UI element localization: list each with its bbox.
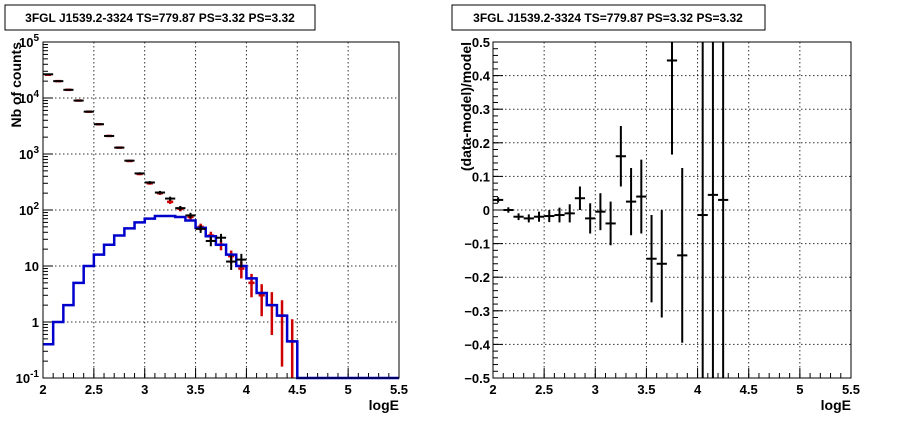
- counts-y-tick-label: 10: [25, 259, 39, 274]
- counts-series: [43, 73, 399, 380]
- residual-series: [493, 42, 729, 378]
- counts-y-tick-base: 10: [19, 91, 33, 106]
- residual-x-tick-label: 4.5: [740, 382, 758, 397]
- residual-y-tick-label: 0.5: [472, 35, 490, 50]
- counts-x-axis-title: logE: [369, 397, 399, 413]
- counts-y-tick-exponent: -1: [30, 369, 39, 380]
- residual-y-tick-label: −0.5: [464, 371, 490, 386]
- counts-y-tick-label: 1: [32, 315, 39, 330]
- counts-x-tick-label: 5.5: [390, 382, 408, 397]
- residual-x-tick-label: 2: [489, 382, 496, 397]
- counts-grid: [43, 42, 399, 378]
- counts-y-tick-base: 10: [19, 35, 33, 50]
- counts-y-tick-label: 10-1: [16, 369, 40, 386]
- residual-y-axis-title: (data-model)/model: [458, 42, 474, 171]
- residual-y-tick-label: 0.3: [472, 102, 490, 117]
- residual-y-tick-label: 0.2: [472, 136, 490, 151]
- residual-x-tick-label: 3: [592, 382, 599, 397]
- counts-y-tick-label: 103: [19, 145, 39, 162]
- counts-x-tick-label: 2.5: [85, 382, 103, 397]
- counts-y-tick-base: 10: [19, 147, 33, 162]
- residual-x-tick-label: 3.5: [637, 382, 655, 397]
- counts-y-axis-title: Nb of counts: [8, 42, 24, 128]
- residual-y-tick-label: −0.3: [464, 304, 490, 319]
- counts-title-box: [4, 4, 316, 31]
- counts-y-tick-label: 102: [19, 201, 39, 218]
- residual-y-tick-label: 0.1: [472, 169, 490, 184]
- counts-x-tick-label: 3.5: [187, 382, 205, 397]
- residual-y-tick-label: −0.4: [464, 337, 490, 352]
- counts-y-tick-label: 104: [19, 89, 39, 106]
- residual-y-tick-label: −0.1: [464, 237, 490, 252]
- counts-y-tick-exponent: 5: [33, 33, 39, 44]
- counts-x-tick-label: 4: [243, 382, 251, 397]
- residual-y-tick-label: 0.4: [472, 69, 491, 84]
- counts-plot-frame: [42, 41, 400, 379]
- counts-title: 3FGL J1539.2-3324 TS=779.87 PS=3.32 PS=3…: [25, 11, 295, 25]
- counts-y-tick-exponent: 2: [33, 201, 39, 212]
- counts-y-tick-exponent: 4: [33, 89, 39, 100]
- counts-x-tick-labels: 2 2.5 3 3.5 4 4.5 5 5.5: [39, 382, 408, 397]
- counts-y-tick-base: 10: [16, 371, 30, 386]
- residual-y-tick-label: 0: [483, 203, 490, 218]
- counts-x-tick-label: 3: [141, 382, 148, 397]
- residual-grid: [493, 42, 851, 378]
- residual-y-tick-label: −0.2: [464, 270, 490, 285]
- residual-y-tick-labels: −0.5 −0.4 −0.3 −0.2 −0.1 0 0.1 0.2 0.3 0.4 0.5: [464, 35, 490, 386]
- counts-y-tick-exponent: 3: [33, 145, 39, 156]
- residual-title-box: [451, 4, 766, 31]
- residual-plot-frame: [492, 41, 852, 379]
- residual-x-tick-label: 2.5: [535, 382, 553, 397]
- residual-title: 3FGL J1539.2-3324 TS=779.87 PS=3.32 PS=3…: [473, 11, 743, 25]
- counts-panel: 3FGL J1539.2-3324 TS=779.87 PS=3.32 PS=3…: [4, 4, 408, 413]
- residual-x-tick-label: 5.5: [842, 382, 860, 397]
- counts-x-tick-label: 2: [39, 382, 46, 397]
- residual-x-tick-label: 4: [694, 382, 702, 397]
- counts-x-tick-label: 4.5: [288, 382, 306, 397]
- residual-panel: 3FGL J1539.2-3324 TS=779.87 PS=3.32 PS=3…: [451, 4, 860, 413]
- counts-y-tick-label: 105: [19, 33, 39, 50]
- counts-x-tick-label: 5: [345, 382, 352, 397]
- residual-x-axis-title: logE: [821, 397, 851, 413]
- residual-x-tick-label: 5: [796, 382, 803, 397]
- residual-x-tick-labels: 2 2.5 3 3.5 4 4.5 5 5.5: [489, 382, 860, 397]
- counts-y-tick-base: 10: [19, 203, 33, 218]
